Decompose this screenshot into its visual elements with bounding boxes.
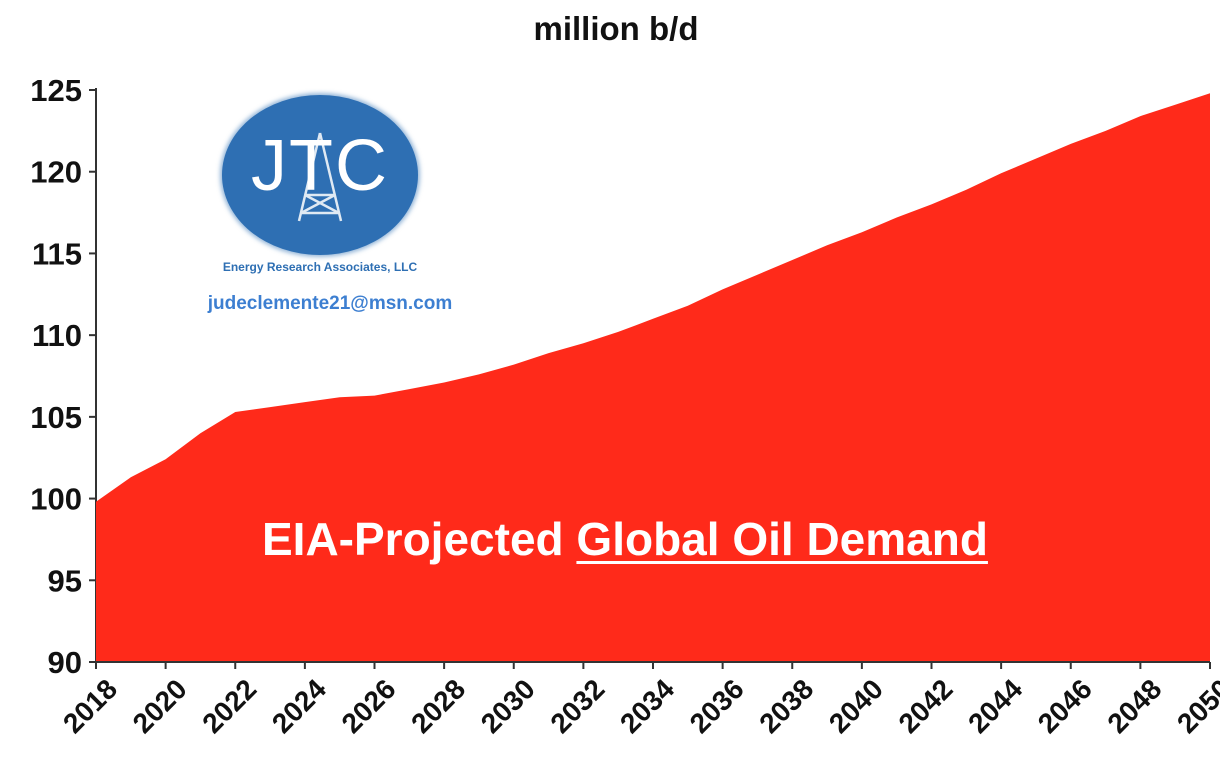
x-tick-label: 2022 (196, 673, 262, 739)
x-tick-label: 2050 (1171, 673, 1220, 739)
x-tick-label: 2024 (266, 673, 332, 739)
y-tick-label: 115 (32, 236, 82, 271)
x-tick-label: 2046 (1032, 673, 1098, 739)
y-tick-label: 100 (30, 482, 82, 517)
chart-title: EIA-Projected Global Oil Demand (262, 512, 988, 566)
contact-email: judeclemente21@msn.com (207, 293, 453, 314)
jtc-logo: JTC Energy Research Associates, LLC jude… (192, 95, 492, 325)
chart-title-underlined: Global Oil Demand (576, 513, 988, 565)
x-tick-label: 2034 (614, 673, 680, 739)
x-tick-label: 2044 (962, 673, 1028, 739)
logo-oval (222, 95, 418, 255)
x-tick-label: 2048 (1101, 673, 1167, 739)
y-tick-label: 90 (48, 645, 82, 680)
x-tick-label: 2020 (127, 673, 193, 739)
y-axis-unit-label: million b/d (533, 10, 699, 47)
y-tick-label: 110 (32, 318, 82, 353)
y-axis: 90 95 100 105 110 115 120 125 (30, 73, 97, 680)
x-tick-label: 2026 (336, 673, 402, 739)
x-tick-label: 2018 (57, 673, 123, 739)
y-tick-label: 95 (48, 563, 82, 598)
y-tick-label: 125 (30, 73, 82, 108)
logo-subtitle: Energy Research Associates, LLC (222, 260, 418, 274)
x-axis: 2018 2020 2022 2024 2026 2028 2030 2032 2034 2036… (57, 661, 1220, 739)
x-tick-label: 2038 (753, 673, 819, 739)
plot-area (96, 93, 1210, 663)
x-tick-label: 2032 (544, 673, 610, 739)
area-series-0 (96, 93, 1210, 663)
x-tick-label: 2030 (475, 673, 541, 739)
x-tick-label: 2036 (684, 673, 750, 739)
y-tick-label: 120 (30, 155, 82, 190)
x-tick-label: 2028 (405, 673, 471, 739)
y-tick-label: 105 (30, 400, 82, 435)
x-tick-label: 2042 (893, 673, 959, 739)
chart-title-plain: EIA-Projected (262, 513, 577, 565)
x-tick-label: 2040 (823, 673, 889, 739)
oil-derrick-icon (297, 132, 343, 222)
